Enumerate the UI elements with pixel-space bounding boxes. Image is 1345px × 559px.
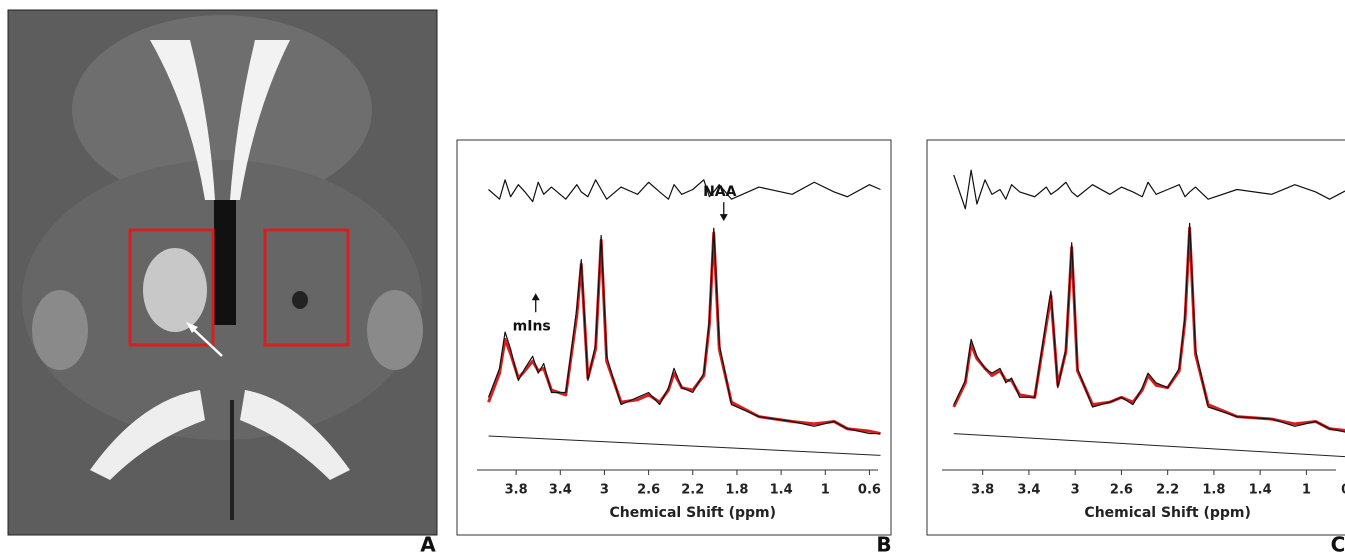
baseline <box>953 433 1345 458</box>
x-tick-label: 2.2 <box>681 483 704 498</box>
annotation-arrowhead <box>531 293 540 301</box>
x-tick-label: 1.8 <box>725 483 748 498</box>
panel-label: A <box>420 533 436 556</box>
x-tick-label: 1.4 <box>1249 483 1272 498</box>
annotation: mIns <box>513 318 551 334</box>
annotation: NAA <box>703 184 737 200</box>
x-tick-label: 2.6 <box>637 483 660 498</box>
x-tick-label: 3 <box>600 483 609 498</box>
x-axis-label: Chemical Shift (ppm) <box>1084 505 1250 521</box>
spectrum-line <box>953 169 1345 210</box>
x-tick-label: 3 <box>1071 483 1080 498</box>
panel-frame <box>456 139 892 536</box>
x-tick-label: 2.6 <box>1110 483 1133 498</box>
spectrum-line <box>953 222 1345 433</box>
x-tick-label: 3.8 <box>505 483 528 498</box>
x-tick-label: 2.2 <box>1156 483 1179 498</box>
spectrum-line <box>487 227 881 435</box>
panel-label: C <box>1331 533 1345 556</box>
x-tick-label: 1 <box>1302 483 1311 498</box>
x-tick-label: 3.4 <box>1017 483 1040 498</box>
annotation-arrowhead <box>719 214 728 222</box>
x-tick-label: 1 <box>821 483 830 498</box>
baseline <box>488 435 881 456</box>
x-tick-label: 0.6 <box>1341 483 1345 498</box>
panel-label: B <box>876 533 891 556</box>
x-tick-label: 1.4 <box>770 483 793 498</box>
spectrum-line <box>488 179 881 203</box>
x-tick-label: 0.6 <box>858 483 881 498</box>
x-axis-label: Chemical Shift (ppm) <box>610 505 776 521</box>
x-tick-label: 3.8 <box>971 483 994 498</box>
mri-image <box>7 9 438 536</box>
spectrum-line <box>952 226 1345 432</box>
panel-frame <box>926 139 1345 536</box>
x-tick-label: 3.4 <box>549 483 572 498</box>
x-tick-label: 1.8 <box>1202 483 1225 498</box>
